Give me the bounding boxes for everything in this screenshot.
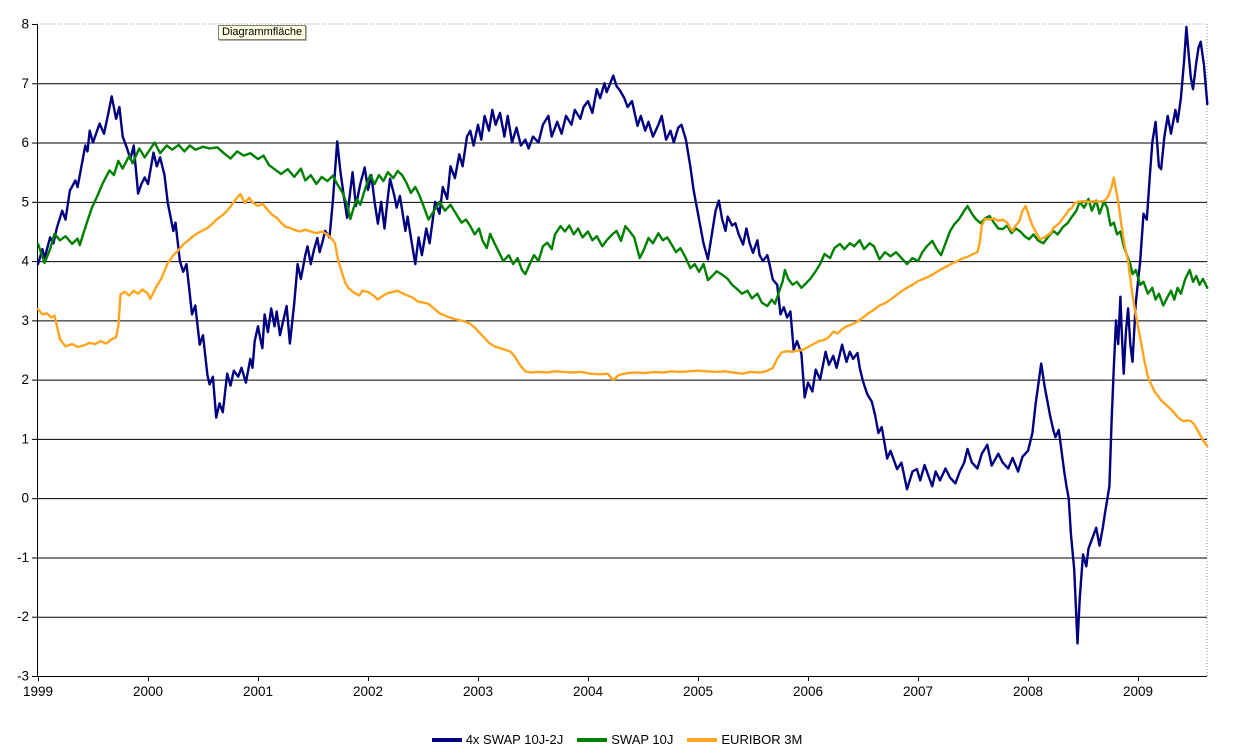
y-axis-tick-label: 6 xyxy=(21,135,29,150)
chart-area-tooltip: Diagrammfläche xyxy=(218,25,307,40)
y-axis-tick-label: -1 xyxy=(17,550,29,565)
x-axis-tick-label: 2008 xyxy=(1013,684,1043,699)
series-line-swap-10j[interactable] xyxy=(36,141,1209,308)
x-axis-tick-label: 2007 xyxy=(903,684,933,699)
y-axis-tick-label: 4 xyxy=(21,254,29,269)
x-axis-tick-label: 2000 xyxy=(133,684,163,699)
x-axis-tick-label: 2005 xyxy=(683,684,713,699)
x-axis-tick-label: 2003 xyxy=(463,684,493,699)
legend-item-euribor-3m[interactable]: EURIBOR 3M xyxy=(687,732,802,747)
legend-item-swap-10j[interactable]: SWAP 10J xyxy=(577,732,673,747)
series-line-euribor-3m[interactable] xyxy=(36,176,1209,448)
y-axis-tick-label: -2 xyxy=(17,609,29,624)
y-axis-tick-label: 1 xyxy=(21,431,29,446)
series-line-4x-swap-10j-2j[interactable] xyxy=(36,25,1209,645)
x-axis-tick-label: 2006 xyxy=(793,684,823,699)
legend-item-swap-spread[interactable]: 4x SWAP 10J-2J xyxy=(431,732,564,747)
legend-label: 4x SWAP 10J-2J xyxy=(465,732,564,747)
chart-legend: 4x SWAP 10J-2J SWAP 10J EURIBOR 3M xyxy=(0,732,1234,747)
legend-label: SWAP 10J xyxy=(611,732,674,747)
x-axis-tick-label: 2009 xyxy=(1123,684,1153,699)
y-axis-tick-label: 3 xyxy=(21,313,29,328)
y-axis-tick-label: 5 xyxy=(21,194,29,209)
plot-area[interactable] xyxy=(38,24,1207,676)
y-axis-tick-label: -3 xyxy=(17,669,29,684)
tooltip-text: Diagrammfläche xyxy=(222,26,303,38)
x-axis-tick-label: 2004 xyxy=(573,684,604,699)
x-axis-tick-label: 2002 xyxy=(353,684,383,699)
legend-line-swatch-green xyxy=(577,737,608,742)
legend-label: EURIBOR 3M xyxy=(721,732,803,747)
y-axis-tick-label: 0 xyxy=(21,491,29,506)
y-axis-tick-label: 7 xyxy=(21,76,29,91)
x-axis-tick-label: 1999 xyxy=(23,684,53,699)
legend-line-swatch-blue xyxy=(431,737,462,742)
y-axis-tick-label: 8 xyxy=(21,17,29,32)
y-axis-tick-label: 2 xyxy=(21,372,29,387)
legend-line-swatch-orange xyxy=(687,737,718,742)
x-axis-tick-label: 2001 xyxy=(243,684,273,699)
